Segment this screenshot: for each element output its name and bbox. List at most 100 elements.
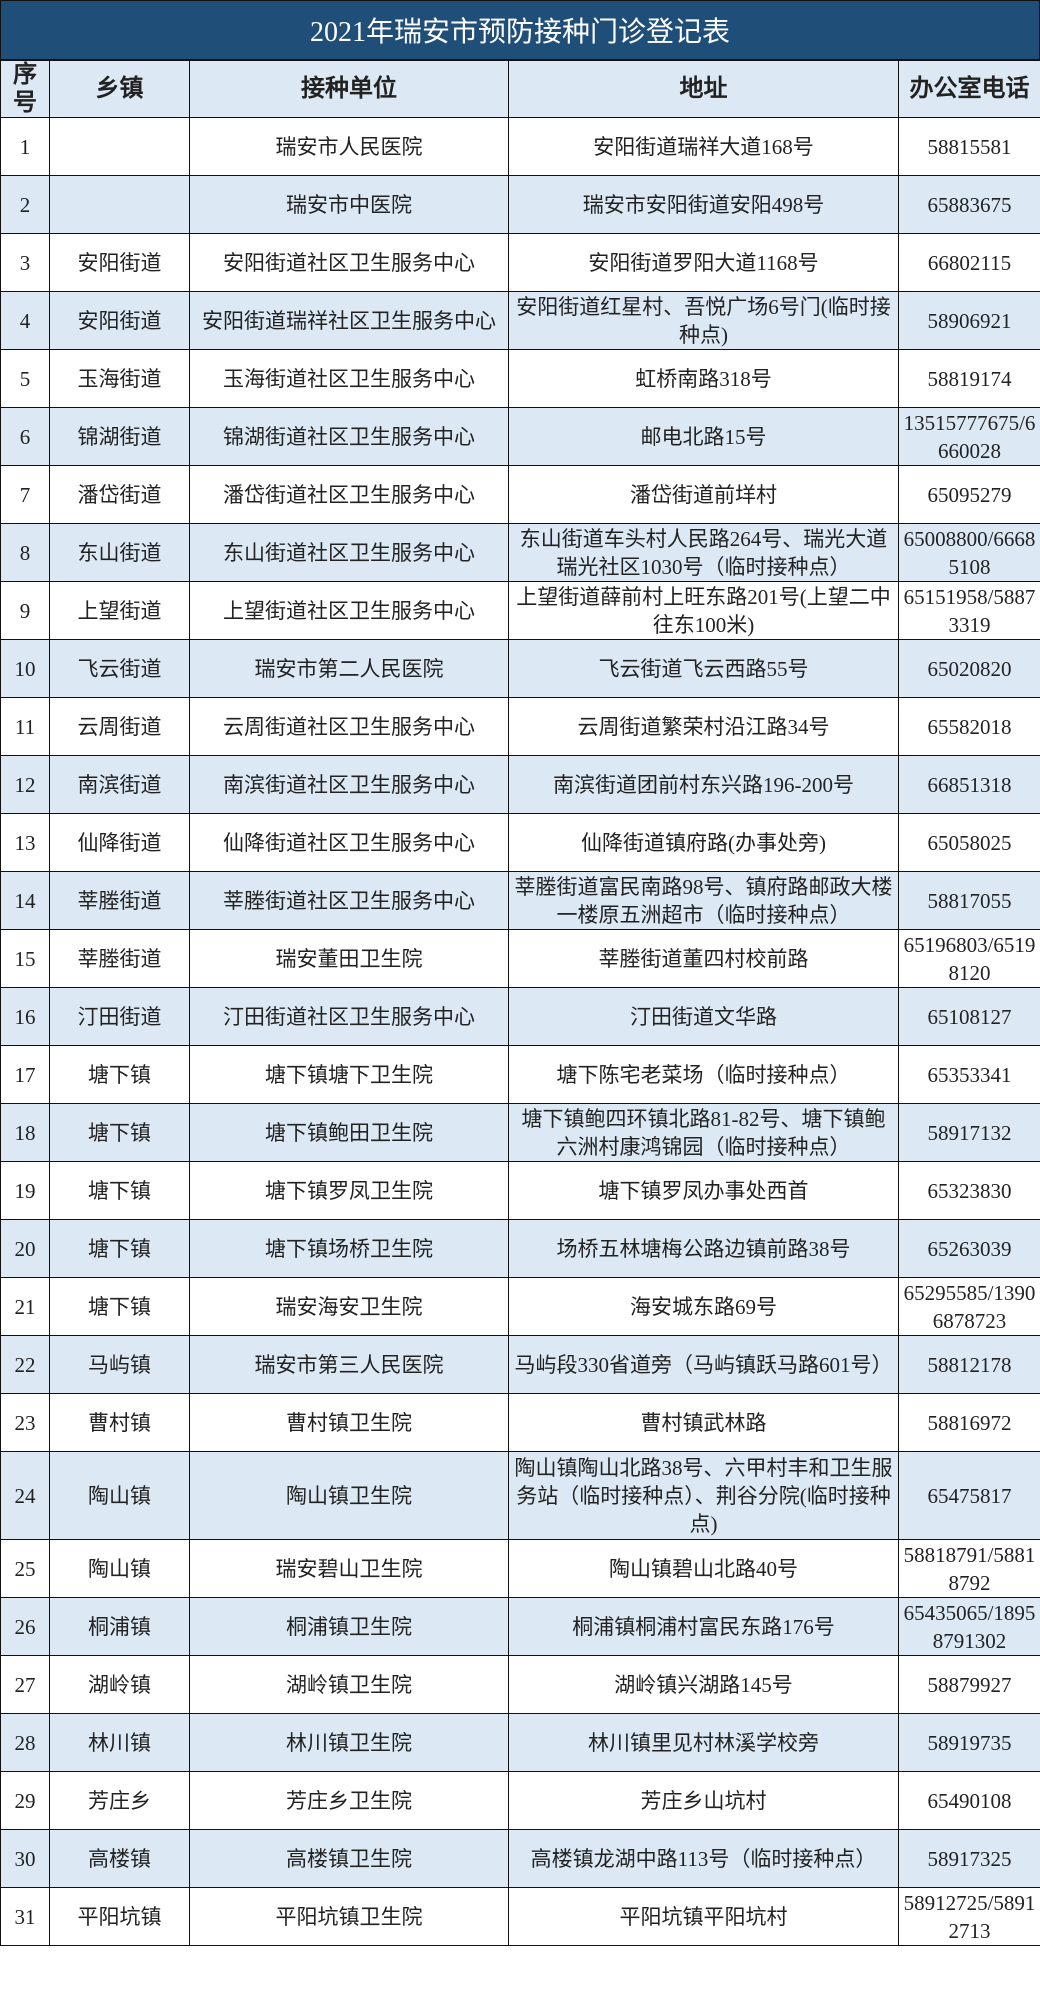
cell-phone: 13515777675/6660028 <box>898 407 1040 466</box>
cell-town: 塘下镇 <box>49 1045 190 1104</box>
cell-unit: 东山街道社区卫生服务中心 <box>189 523 509 582</box>
cell-address: 莘塍街道富民南路98号、镇府路邮政大楼一楼原五洲超市（临时接种点） <box>508 871 899 930</box>
cell-address: 海安城东路69号 <box>508 1277 899 1336</box>
cell-town: 高楼镇 <box>49 1829 190 1888</box>
header-town: 乡镇 <box>49 60 190 118</box>
cell-index: 24 <box>0 1451 50 1540</box>
cell-unit: 曹村镇卫生院 <box>189 1393 509 1452</box>
cell-unit: 桐浦镇卫生院 <box>189 1597 509 1656</box>
cell-phone: 65058025 <box>898 813 1040 872</box>
cell-address: 邮电北路15号 <box>508 407 899 466</box>
table-row: 22 马屿镇 瑞安市第三人民医院 马屿段330省道旁（马屿镇跃马路601号） 58812… <box>0 1335 1040 1394</box>
table-row: 18 塘下镇 塘下镇鲍田卫生院 塘下镇鲍四环镇北路81-82号、塘下镇鲍六洲村康鸿锦园… <box>0 1103 1040 1162</box>
cell-town: 莘塍街道 <box>49 871 190 930</box>
cell-phone: 65295585/13906878723 <box>898 1277 1040 1336</box>
cell-address: 高楼镇龙湖中路113号（临时接种点） <box>508 1829 899 1888</box>
cell-town: 平阳坑镇 <box>49 1887 190 1946</box>
cell-index: 22 <box>0 1335 50 1394</box>
cell-town: 塘下镇 <box>49 1161 190 1220</box>
cell-address: 云周街道繁荣村沿江路34号 <box>508 697 899 756</box>
cell-index: 9 <box>0 581 50 640</box>
cell-index: 5 <box>0 349 50 408</box>
cell-index: 25 <box>0 1539 50 1598</box>
table-row: 16 汀田街道 汀田街道社区卫生服务中心 汀田街道文华路 65108127 <box>0 987 1040 1046</box>
cell-town: 安阳街道 <box>49 291 190 350</box>
cell-town: 塘下镇 <box>49 1103 190 1162</box>
cell-town: 芳庄乡 <box>49 1771 190 1830</box>
cell-unit: 玉海街道社区卫生服务中心 <box>189 349 509 408</box>
table-row: 4 安阳街道 安阳街道瑞祥社区卫生服务中心 安阳街道红星村、吾悦广场6号门(临时接种点… <box>0 291 1040 350</box>
cell-address: 平阳坑镇平阳坑村 <box>508 1887 899 1946</box>
table-row: 1 瑞安市人民医院 安阳街道瑞祥大道168号 58815581 <box>0 117 1040 176</box>
cell-unit: 安阳街道社区卫生服务中心 <box>189 233 509 292</box>
cell-index: 13 <box>0 813 50 872</box>
cell-index: 26 <box>0 1597 50 1656</box>
header-unit: 接种单位 <box>189 60 509 118</box>
cell-phone: 65475817 <box>898 1451 1040 1540</box>
cell-address: 陶山镇碧山北路40号 <box>508 1539 899 1598</box>
cell-index: 28 <box>0 1713 50 1772</box>
cell-address: 莘塍街道董四村校前路 <box>508 929 899 988</box>
cell-town: 汀田街道 <box>49 987 190 1046</box>
cell-address: 马屿段330省道旁（马屿镇跃马路601号） <box>508 1335 899 1394</box>
cell-unit: 陶山镇卫生院 <box>189 1451 509 1540</box>
cell-phone: 65323830 <box>898 1161 1040 1220</box>
cell-phone: 66851318 <box>898 755 1040 814</box>
cell-index: 1 <box>0 117 50 176</box>
table-row: 27 湖岭镇 湖岭镇卫生院 湖岭镇兴湖路145号 58879927 <box>0 1655 1040 1714</box>
table-row: 5 玉海街道 玉海街道社区卫生服务中心 虹桥南路318号 58819174 <box>0 349 1040 408</box>
cell-unit: 莘塍街道社区卫生服务中心 <box>189 871 509 930</box>
cell-town <box>49 175 190 234</box>
cell-unit: 上望街道社区卫生服务中心 <box>189 581 509 640</box>
cell-phone: 58919735 <box>898 1713 1040 1772</box>
cell-unit: 芳庄乡卫生院 <box>189 1771 509 1830</box>
cell-town <box>49 117 190 176</box>
cell-town: 玉海街道 <box>49 349 190 408</box>
cell-unit: 高楼镇卫生院 <box>189 1829 509 1888</box>
cell-address: 塘下陈宅老菜场（临时接种点） <box>508 1045 899 1104</box>
cell-phone: 65008800/66685108 <box>898 523 1040 582</box>
cell-town: 陶山镇 <box>49 1451 190 1540</box>
cell-index: 16 <box>0 987 50 1046</box>
cell-town: 安阳街道 <box>49 233 190 292</box>
cell-index: 12 <box>0 755 50 814</box>
table-row: 3 安阳街道 安阳街道社区卫生服务中心 安阳街道罗阳大道1168号 66802115 <box>0 233 1040 292</box>
cell-town: 仙降街道 <box>49 813 190 872</box>
cell-unit: 南滨街道社区卫生服务中心 <box>189 755 509 814</box>
cell-address: 瑞安市安阳街道安阳498号 <box>508 175 899 234</box>
table-row: 25 陶山镇 瑞安碧山卫生院 陶山镇碧山北路40号 58818791/58818792 <box>0 1539 1040 1598</box>
header-phone: 办公室电话 <box>898 60 1040 118</box>
cell-unit: 湖岭镇卫生院 <box>189 1655 509 1714</box>
table-row: 30 高楼镇 高楼镇卫生院 高楼镇龙湖中路113号（临时接种点） 58917325 <box>0 1829 1040 1888</box>
table-row: 13 仙降街道 仙降街道社区卫生服务中心 仙降街道镇府路(办事处旁) 65058025 <box>0 813 1040 872</box>
cell-address: 上望街道薛前村上旺东路201号(上望二中往东100米) <box>508 581 899 640</box>
cell-index: 10 <box>0 639 50 698</box>
cell-unit: 瑞安碧山卫生院 <box>189 1539 509 1598</box>
cell-unit: 瑞安市第三人民医院 <box>189 1335 509 1394</box>
cell-phone: 58879927 <box>898 1655 1040 1714</box>
cell-address: 芳庄乡山坑村 <box>508 1771 899 1830</box>
cell-address: 安阳街道瑞祥大道168号 <box>508 117 899 176</box>
cell-unit: 塘下镇场桥卫生院 <box>189 1219 509 1278</box>
cell-town: 塘下镇 <box>49 1277 190 1336</box>
cell-unit: 锦湖街道社区卫生服务中心 <box>189 407 509 466</box>
table-title: 2021年瑞安市预防接种门诊登记表 <box>0 0 1040 60</box>
cell-phone: 58819174 <box>898 349 1040 408</box>
cell-town: 马屿镇 <box>49 1335 190 1394</box>
cell-phone: 65151958/58873319 <box>898 581 1040 640</box>
cell-index: 2 <box>0 175 50 234</box>
cell-phone: 58812178 <box>898 1335 1040 1394</box>
table-row: 6 锦湖街道 锦湖街道社区卫生服务中心 邮电北路15号 13515777675/6660… <box>0 407 1040 466</box>
cell-town: 东山街道 <box>49 523 190 582</box>
cell-town: 塘下镇 <box>49 1219 190 1278</box>
table-row: 12 南滨街道 南滨街道社区卫生服务中心 南滨街道团前村东兴路196-200号 6685… <box>0 755 1040 814</box>
cell-address: 南滨街道团前村东兴路196-200号 <box>508 755 899 814</box>
cell-unit: 瑞安市第二人民医院 <box>189 639 509 698</box>
table-row: 23 曹村镇 曹村镇卫生院 曹村镇武林路 58816972 <box>0 1393 1040 1452</box>
cell-phone: 65263039 <box>898 1219 1040 1278</box>
cell-phone: 58917132 <box>898 1103 1040 1162</box>
cell-phone: 58818791/58818792 <box>898 1539 1040 1598</box>
cell-index: 18 <box>0 1103 50 1162</box>
table-row: 14 莘塍街道 莘塍街道社区卫生服务中心 莘塍街道富民南路98号、镇府路邮政大楼一楼原… <box>0 871 1040 930</box>
registration-table: 序号 乡镇 接种单位 地址 办公室电话 1 瑞安市人民医院 安阳街道瑞祥大道168号… <box>0 60 1040 1946</box>
